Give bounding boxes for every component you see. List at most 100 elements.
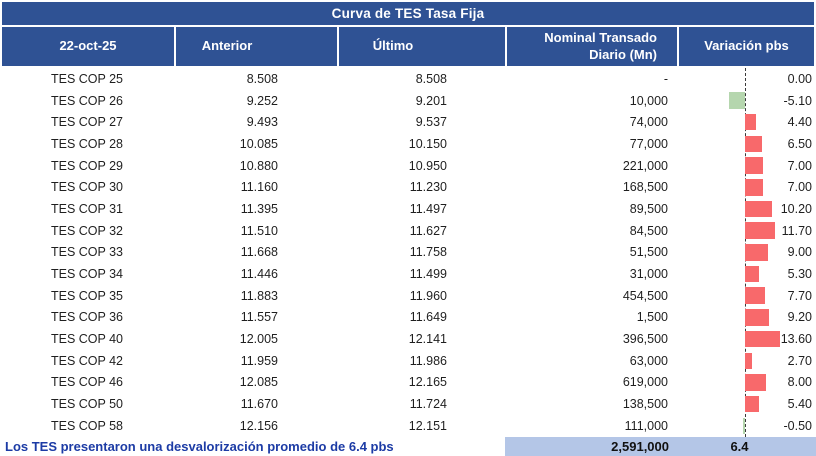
bond-name: TES COP 34 xyxy=(50,267,124,282)
ultimo-rate: 11.627 xyxy=(409,223,447,238)
col-header-date: 22-oct-25 xyxy=(2,27,174,66)
anterior-rate: 11.670 xyxy=(240,397,278,412)
bond-name: TES COP 36 xyxy=(50,310,124,325)
table-row: TES COP 40 12.005 12.141 396,500 13.60 xyxy=(0,328,816,350)
variation-cell: 5.40 xyxy=(677,393,816,415)
col-header-ultimo: Último xyxy=(337,27,505,66)
bond-name: TES COP 35 xyxy=(50,288,124,303)
variation-cell: 4.40 xyxy=(677,111,816,133)
bond-name: TES COP 28 xyxy=(50,136,124,151)
anterior-rate: 11.395 xyxy=(240,201,278,216)
variation-cell: -5.10 xyxy=(677,90,816,112)
variation-cell: 9.20 xyxy=(677,307,816,329)
table-row: TES COP 42 11.959 11.986 63,000 2.70 xyxy=(0,350,816,372)
table-row: TES COP 46 12.085 12.165 619,000 8.00 xyxy=(0,372,816,394)
variation-value: 7.70 xyxy=(787,288,812,303)
table-row: TES COP 28 10.085 10.150 77,000 6.50 xyxy=(0,133,816,155)
variation-bar-positive xyxy=(745,395,760,413)
ultimo-rate: 11.758 xyxy=(409,245,447,260)
variation-cell: 13.60 xyxy=(677,328,816,350)
variation-bar-positive xyxy=(745,157,764,174)
variation-bar-negative xyxy=(743,417,745,435)
nominal-traded: 31,000 xyxy=(629,267,668,282)
bond-name: TES COP 58 xyxy=(50,418,124,433)
table-row: TES COP 25 8.508 8.508 - 0.00 xyxy=(0,68,816,90)
bond-name: TES COP 33 xyxy=(50,245,124,260)
table-row: TES COP 29 10.880 10.950 221,000 7.00 xyxy=(0,155,816,177)
anterior-rate: 10.085 xyxy=(239,136,278,151)
nominal-traded: 77,000 xyxy=(629,136,668,151)
ultimo-rate: 12.141 xyxy=(408,332,447,347)
table-row: TES COP 58 12.156 12.151 111,000 -0.50 xyxy=(0,415,816,437)
anterior-rate: 11.510 xyxy=(240,223,278,238)
variation-value: 10.20 xyxy=(780,201,812,216)
nominal-traded: 63,000 xyxy=(629,353,668,368)
bond-name: TES COP 42 xyxy=(50,353,124,368)
variation-value: -5.10 xyxy=(783,93,813,108)
variation-cell: 9.00 xyxy=(677,242,816,264)
nominal-traded: 396,500 xyxy=(622,332,668,347)
nominal-traded: 1,500 xyxy=(636,310,668,325)
col-header-variacion: Variación pbs xyxy=(677,27,814,66)
variation-cell: 11.70 xyxy=(677,220,816,242)
variation-value: 5.30 xyxy=(787,267,812,282)
table-row: TES COP 27 9.493 9.537 74,000 4.40 xyxy=(0,111,816,133)
variation-value: 9.00 xyxy=(787,245,812,260)
ultimo-rate: 9.201 xyxy=(415,93,447,108)
nominal-traded: - xyxy=(663,71,668,86)
table-row: TES COP 35 11.883 11.960 454,500 7.70 xyxy=(0,285,816,307)
table-row: TES COP 32 11.510 11.627 84,500 11.70 xyxy=(0,220,816,242)
bond-name: TES COP 40 xyxy=(50,332,124,347)
anterior-rate: 10.880 xyxy=(239,158,278,173)
variation-value: 4.40 xyxy=(787,115,812,130)
nominal-traded: 10,000 xyxy=(629,93,668,108)
variation-bar-negative xyxy=(729,92,745,109)
bond-name: TES COP 29 xyxy=(50,158,124,173)
variation-cell: 7.00 xyxy=(677,176,816,198)
variation-cell: 0.00 xyxy=(677,68,816,90)
nominal-traded: 619,000 xyxy=(622,375,668,390)
nominal-traded: 51,500 xyxy=(629,245,668,260)
table-header-row: 22-oct-25 Anterior Último Nominal Transa… xyxy=(2,27,814,66)
anterior-rate: 11.883 xyxy=(240,288,278,303)
nominal-traded: 138,500 xyxy=(622,397,668,412)
variation-cell: 8.00 xyxy=(677,372,816,394)
anterior-rate: 9.252 xyxy=(246,93,278,108)
variation-bar-positive xyxy=(745,113,757,131)
totals-highlight-band: 2,591,000 6.4 xyxy=(505,437,816,456)
nominal-traded: 168,500 xyxy=(622,180,668,195)
table-body: TES COP 25 8.508 8.508 - 0.00 TES COP 26 9.252… xyxy=(0,68,816,437)
variation-bar-positive xyxy=(745,352,753,370)
bond-name: TES COP 50 xyxy=(50,397,124,412)
col-header-anterior: Anterior xyxy=(174,27,337,66)
anterior-rate: 11.557 xyxy=(240,310,278,325)
summary-note: Los TES presentaron una desvalorización … xyxy=(5,439,394,454)
col-header-nominal: Nominal Transado Diario (Mn) xyxy=(505,27,677,66)
variation-cell: 2.70 xyxy=(677,350,816,372)
bond-name: TES COP 27 xyxy=(50,115,124,130)
bond-name: TES COP 25 xyxy=(50,71,124,86)
anterior-rate: 11.160 xyxy=(240,180,278,195)
table-row: TES COP 33 11.668 11.758 51,500 9.00 xyxy=(0,242,816,264)
anterior-rate: 11.959 xyxy=(240,353,278,368)
variation-cell: 10.20 xyxy=(677,198,816,220)
table-row: TES COP 34 11.446 11.499 31,000 5.30 xyxy=(0,263,816,285)
variation-cell: 6.50 xyxy=(677,133,816,155)
variation-cell: 5.30 xyxy=(677,263,816,285)
ultimo-rate: 10.950 xyxy=(408,158,447,173)
anterior-rate: 11.446 xyxy=(240,267,278,282)
average-variation-value: 6.4 xyxy=(730,439,749,454)
table-row: TES COP 26 9.252 9.201 10,000 -5.10 xyxy=(0,90,816,112)
ultimo-rate: 8.508 xyxy=(415,71,447,86)
bond-name: TES COP 31 xyxy=(50,201,124,216)
variation-value: 6.50 xyxy=(787,136,812,151)
variation-bar-positive xyxy=(745,200,772,218)
variation-value: 7.00 xyxy=(787,180,812,195)
variation-bar-positive xyxy=(745,374,766,391)
variation-value: 9.20 xyxy=(787,310,812,325)
bond-name: TES COP 30 xyxy=(50,180,124,195)
total-nominal-value: 2,591,000 xyxy=(611,439,669,454)
ultimo-rate: 11.497 xyxy=(409,201,447,216)
variation-value: -0.50 xyxy=(783,418,813,433)
